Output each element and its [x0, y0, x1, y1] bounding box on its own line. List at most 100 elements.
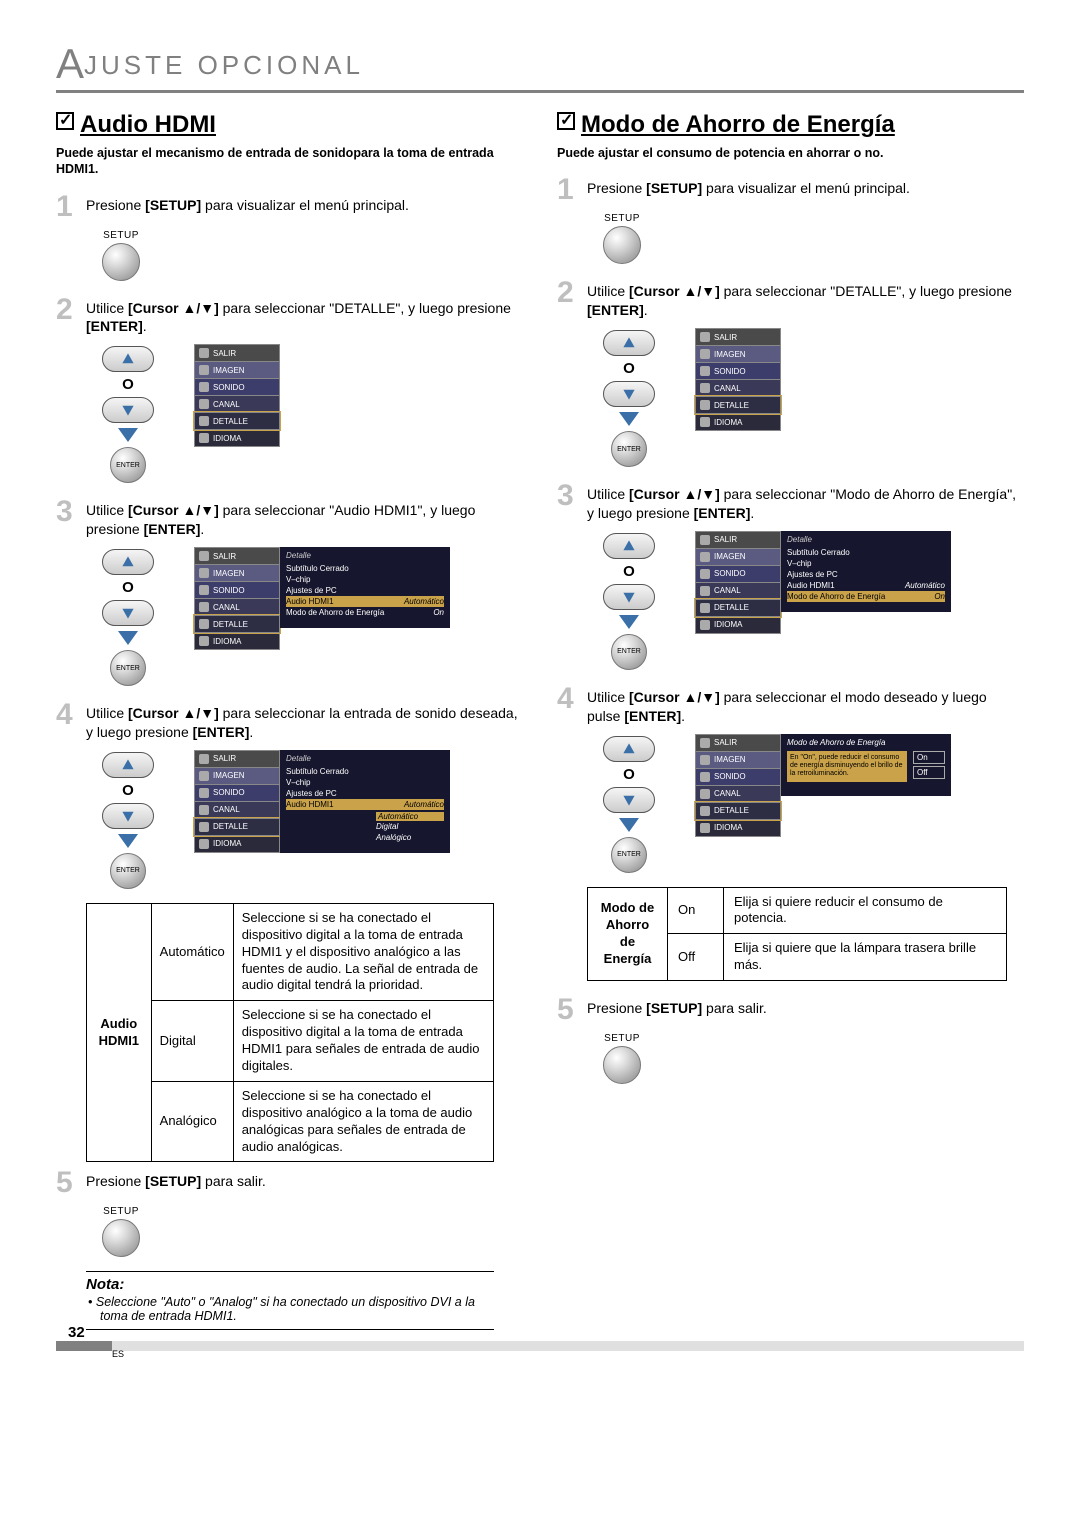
step-number: 4 — [56, 700, 86, 730]
cursor-down-icon — [603, 381, 655, 407]
menu-imagen: IMAGEN — [194, 361, 280, 379]
menu-icon — [199, 551, 209, 561]
cursor-down-icon — [603, 787, 655, 813]
menu-icon — [700, 366, 710, 376]
enter-button-icon: ENTER — [611, 634, 647, 670]
osd-menu: SALIR IMAGEN SONIDO CANAL DETALLE IDIOMA — [194, 547, 280, 649]
setup-button-graphic: SETUP — [102, 230, 140, 281]
table-header: Audio HDMI1 — [87, 903, 152, 1162]
menu-canal: CANAL — [194, 801, 280, 819]
pad-o: O — [623, 563, 635, 580]
right-step-4: 4 Utilice [Cursor ▲/▼] para seleccionar … — [557, 684, 1024, 726]
menu-canal: CANAL — [695, 582, 781, 600]
menu-icon — [199, 771, 209, 781]
enter-button-icon: ENTER — [110, 853, 146, 889]
step-text: Utilice [Cursor ▲/▼] para seleccionar "D… — [587, 278, 1024, 320]
right-title-text: Modo de Ahorro de Energía — [581, 111, 895, 138]
right-step-1: 1 Presione [SETUP] para visualizar el me… — [557, 175, 1024, 205]
right-column: Modo de Ahorro de Energía Puede ajustar … — [557, 111, 1024, 1330]
osd-with-panel: SALIR IMAGEN SONIDO CANAL DETALLE IDIOMA… — [194, 547, 450, 649]
step-text: Presione [SETUP] para salir. — [86, 1168, 523, 1191]
menu-icon — [199, 839, 209, 849]
table-key: Analógico — [151, 1081, 233, 1162]
step-text: Utilice [Cursor ▲/▼] para seleccionar la… — [86, 700, 523, 742]
osd-menu: SALIR IMAGEN SONIDO CANAL DETALLE IDIOMA — [695, 734, 781, 836]
cursor-up-icon — [603, 330, 655, 356]
setup-label: SETUP — [604, 213, 640, 224]
menu-imagen: IMAGEN — [194, 564, 280, 582]
osd-with-panel: SALIR IMAGEN SONIDO CANAL DETALLE IDIOMA… — [695, 734, 951, 836]
audio-hdmi-table: Audio HDMI1 Automático Seleccione si se … — [86, 903, 494, 1163]
table-val: Seleccione si se ha conectado el disposi… — [233, 1081, 493, 1162]
step-number: 1 — [56, 192, 86, 222]
osd-menu: SALIR IMAGEN SONIDO CANAL DETALLE IDIOMA — [194, 344, 280, 446]
step-text: Presione [SETUP] para visualizar el menú… — [86, 192, 523, 215]
setup-label: SETUP — [103, 1206, 139, 1217]
cursor-down-icon — [102, 803, 154, 829]
pad-o: O — [623, 766, 635, 783]
enter-button-icon: ENTER — [611, 837, 647, 873]
osd-with-panel: SALIR IMAGEN SONIDO CANAL DETALLE IDIOMA… — [695, 531, 951, 633]
menu-icon — [700, 332, 710, 342]
menu-sonido: SONIDO — [194, 378, 280, 396]
menu-detalle: DETALLE — [194, 615, 280, 633]
arrow-down-icon — [619, 412, 639, 426]
pad-o: O — [122, 782, 134, 799]
menu-idioma: IDIOMA — [194, 835, 280, 853]
menu-canal: CANAL — [194, 598, 280, 616]
menu-icon — [700, 400, 710, 410]
setup-circle-icon — [603, 226, 641, 264]
cursor-down-icon — [603, 584, 655, 610]
menu-icon — [700, 738, 710, 748]
nota-box: Nota: Seleccione "Auto" o "Analog" si ha… — [86, 1271, 494, 1330]
step-text: Utilice [Cursor ▲/▼] para seleccionar "M… — [587, 481, 1024, 523]
menu-icon — [700, 552, 710, 562]
cursor-up-icon — [603, 533, 655, 559]
table-key: Digital — [151, 1001, 233, 1082]
menu-sonido: SONIDO — [695, 768, 781, 786]
header-rest: JUSTE OPCIONAL — [84, 50, 364, 80]
step-text: Utilice [Cursor ▲/▼] para seleccionar el… — [587, 684, 1024, 726]
step-text: Utilice [Cursor ▲/▼] para seleccionar "D… — [86, 295, 523, 337]
right-step-3: 3 Utilice [Cursor ▲/▼] para seleccionar … — [557, 481, 1024, 523]
left-title-text: Audio HDMI — [80, 111, 216, 138]
left-step-1: 1 Presione [SETUP] para visualizar el me… — [56, 192, 523, 222]
cursor-pad-graphic: O ENTER — [102, 344, 154, 483]
setup-button-graphic: SETUP — [603, 213, 641, 264]
step-number: 4 — [557, 684, 587, 714]
cursor-pad-graphic: O ENTER — [603, 734, 655, 873]
menu-icon — [199, 382, 209, 392]
menu-icon — [199, 754, 209, 764]
footer-dark-seg — [56, 1341, 112, 1351]
step-text: Presione [SETUP] para visualizar el menú… — [587, 175, 1024, 198]
right-title: Modo de Ahorro de Energía — [557, 111, 1024, 139]
check-icon — [56, 112, 74, 130]
menu-icon — [199, 433, 209, 443]
menu-idioma: IDIOMA — [695, 616, 781, 634]
table-key: Automático — [151, 903, 233, 1000]
menu-detalle: DETALLE — [194, 818, 280, 836]
menu-icon — [700, 772, 710, 782]
left-title: Audio HDMI — [56, 111, 523, 139]
table-val: Elija si quiere reducir el consumo de po… — [724, 887, 1007, 934]
cursor-pad-graphic: O ENTER — [102, 750, 154, 889]
cursor-pad-graphic: O ENTER — [102, 547, 154, 686]
menu-icon — [700, 823, 710, 833]
setup-label: SETUP — [604, 1033, 640, 1044]
menu-salir: SALIR — [695, 328, 781, 346]
pad-o: O — [122, 579, 134, 596]
menu-icon — [199, 602, 209, 612]
left-step-4: 4 Utilice [Cursor ▲/▼] para seleccionar … — [56, 700, 523, 742]
enter-button-icon: ENTER — [611, 431, 647, 467]
menu-icon — [700, 603, 710, 613]
menu-icon — [199, 822, 209, 832]
menu-icon — [700, 535, 710, 545]
osd-menu: SALIR IMAGEN SONIDO CANAL DETALLE IDIOMA — [695, 328, 781, 430]
arrow-down-icon — [118, 834, 138, 848]
menu-salir: SALIR — [194, 344, 280, 362]
menu-icon — [700, 620, 710, 630]
step-number: 3 — [56, 497, 86, 527]
pad-o: O — [122, 376, 134, 393]
menu-icon — [700, 417, 710, 427]
arrow-down-icon — [118, 631, 138, 645]
